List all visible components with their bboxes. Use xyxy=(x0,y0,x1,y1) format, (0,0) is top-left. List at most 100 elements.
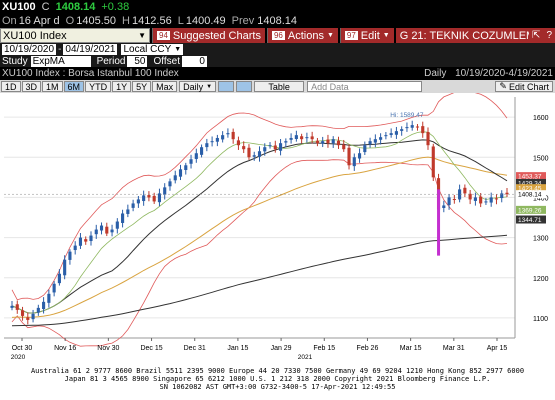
price-tag-bg xyxy=(516,184,546,193)
quote-high: 1412.56 xyxy=(131,15,172,27)
edit-button[interactable]: 97 Edit ▼ xyxy=(339,28,394,43)
actions-button[interactable]: 96 Actions ▼ xyxy=(266,28,338,43)
period-1d-button[interactable]: 1D xyxy=(1,81,21,92)
price-chart[interactable]: 1100 1200 1300 1400 1500 1600 Hi: 1589.47 1453.… xyxy=(0,93,555,367)
candle-body xyxy=(147,195,151,198)
candle-body xyxy=(331,139,335,144)
candle-body xyxy=(178,169,183,177)
period-6m-button[interactable]: 6M xyxy=(63,81,85,92)
header-bar: XU100 Index ▼ 94 Suggested Charts 96 Act… xyxy=(0,28,555,43)
candle-body xyxy=(268,145,272,147)
candle-body xyxy=(36,307,40,313)
offset-input[interactable]: 0 xyxy=(181,55,207,67)
high-annotation: Hi: 1589.47 xyxy=(390,112,424,119)
candle-body xyxy=(84,239,88,242)
quote-prev-label: Prev xyxy=(231,15,255,27)
quote-prev: 1408.14 xyxy=(257,15,297,27)
period-max-button[interactable]: Max xyxy=(152,81,178,92)
x-tick-label: Feb 26 xyxy=(357,345,379,352)
candle-body xyxy=(342,144,346,150)
period-1y-button[interactable]: 1Y xyxy=(112,81,132,92)
candle-body xyxy=(152,195,156,202)
popout-icon[interactable]: ⇱ xyxy=(529,28,544,43)
quote-details: On 16 Apr d O 1405.50 H 1412.56 L 1400.4… xyxy=(0,14,555,28)
x-tick-label: Feb 15 xyxy=(313,345,335,352)
candle-body xyxy=(415,126,420,128)
candle-body xyxy=(142,195,146,202)
study-input[interactable]: ExpMA xyxy=(30,55,91,67)
candle-body xyxy=(226,133,230,135)
candle-body xyxy=(205,143,209,148)
candle-body xyxy=(410,125,414,128)
chevron-down-icon: ▼ xyxy=(382,32,390,39)
candle-body xyxy=(273,145,277,150)
candle-body xyxy=(463,187,467,194)
candle-body xyxy=(126,209,130,214)
candle-body xyxy=(247,147,251,158)
candle-body xyxy=(200,147,204,155)
chevron-down-icon: ▼ xyxy=(206,83,213,90)
candle-body xyxy=(494,198,499,200)
candle-body xyxy=(400,129,404,131)
line-chart-icon[interactable] xyxy=(218,81,235,92)
chart-area[interactable]: 1100 1200 1300 1400 1500 1600 Hi: 1589.47 1453.… xyxy=(0,93,555,400)
chevron-down-icon: ▼ xyxy=(326,32,334,39)
candle-body xyxy=(442,205,446,208)
period-label: Period xyxy=(96,55,126,67)
period-ytd-button[interactable]: YTD xyxy=(85,81,112,92)
period-1m-button[interactable]: 1M xyxy=(42,81,63,92)
candle-body xyxy=(231,131,235,140)
price-tag-bg xyxy=(516,178,546,187)
period-5y-button[interactable]: 5Y xyxy=(132,81,152,92)
end-date-input[interactable]: 04/19/2021 xyxy=(63,43,118,55)
actions-num: 96 xyxy=(271,31,285,40)
candle-body xyxy=(505,192,509,195)
candle-body xyxy=(473,197,477,201)
candle-body xyxy=(94,229,98,235)
edit-chart-button[interactable]: ✎ Edit Chart xyxy=(495,81,553,92)
candle-body xyxy=(257,151,262,157)
candle-body xyxy=(42,301,46,309)
suggested-charts-button[interactable]: 94 Suggested Charts xyxy=(152,28,265,43)
candle-body xyxy=(363,145,367,153)
y-tick-label: 1100 xyxy=(533,316,548,323)
x-tick-label: Dec 31 xyxy=(184,345,206,352)
x-tick-label: Mar 15 xyxy=(400,345,422,352)
y-tick-label: 1200 xyxy=(533,276,549,283)
currency-select[interactable]: Local CCY ▼ xyxy=(121,43,184,55)
candle-body xyxy=(110,229,114,233)
security-input[interactable]: XU100 Index ▼ xyxy=(0,28,150,43)
candle-body xyxy=(326,139,330,144)
chart-title: G 21: TEKNIK COZUMLEM... xyxy=(395,28,530,43)
candle-body xyxy=(20,310,25,316)
candle-body xyxy=(136,199,140,204)
x-tick-label: Jan 15 xyxy=(227,345,248,352)
candle-body xyxy=(10,305,14,308)
start-date-input[interactable]: 10/19/2020 xyxy=(2,43,57,55)
frequency-select[interactable]: Daily ▼ xyxy=(179,81,217,92)
price-tag-label: 1369.26 xyxy=(518,207,542,214)
help-icon[interactable]: ? xyxy=(543,28,555,43)
candle-body xyxy=(310,136,314,140)
candle-body xyxy=(373,139,377,143)
candle-body xyxy=(263,147,267,152)
period-input[interactable]: 50 xyxy=(127,55,148,67)
candle-body xyxy=(484,201,488,203)
footer-line-2: Japan 81 3 4565 8900 Singapore 65 6212 1… xyxy=(64,375,491,383)
add-data-input[interactable]: Add Data xyxy=(307,81,423,92)
candle-body xyxy=(221,135,225,140)
study-bar: Study ExpMA Period 50 Offset 0 xyxy=(0,55,555,67)
candle-body xyxy=(468,193,472,200)
date-span-label: 10/19/2020-4/19/2021 xyxy=(455,67,553,79)
candle-body xyxy=(426,132,430,146)
candle-chart-icon[interactable] xyxy=(236,81,253,92)
candle-body xyxy=(279,143,283,151)
table-button[interactable]: Table xyxy=(254,81,305,92)
candle-body xyxy=(26,317,30,320)
chevron-down-icon: ▼ xyxy=(138,31,146,40)
period-3d-button[interactable]: 3D xyxy=(21,81,42,92)
candle-body xyxy=(352,157,356,167)
quote-last: 1408.14 xyxy=(55,1,96,13)
bollinger-upper-line xyxy=(11,93,508,301)
suggested-charts-label: Suggested Charts xyxy=(172,29,261,42)
